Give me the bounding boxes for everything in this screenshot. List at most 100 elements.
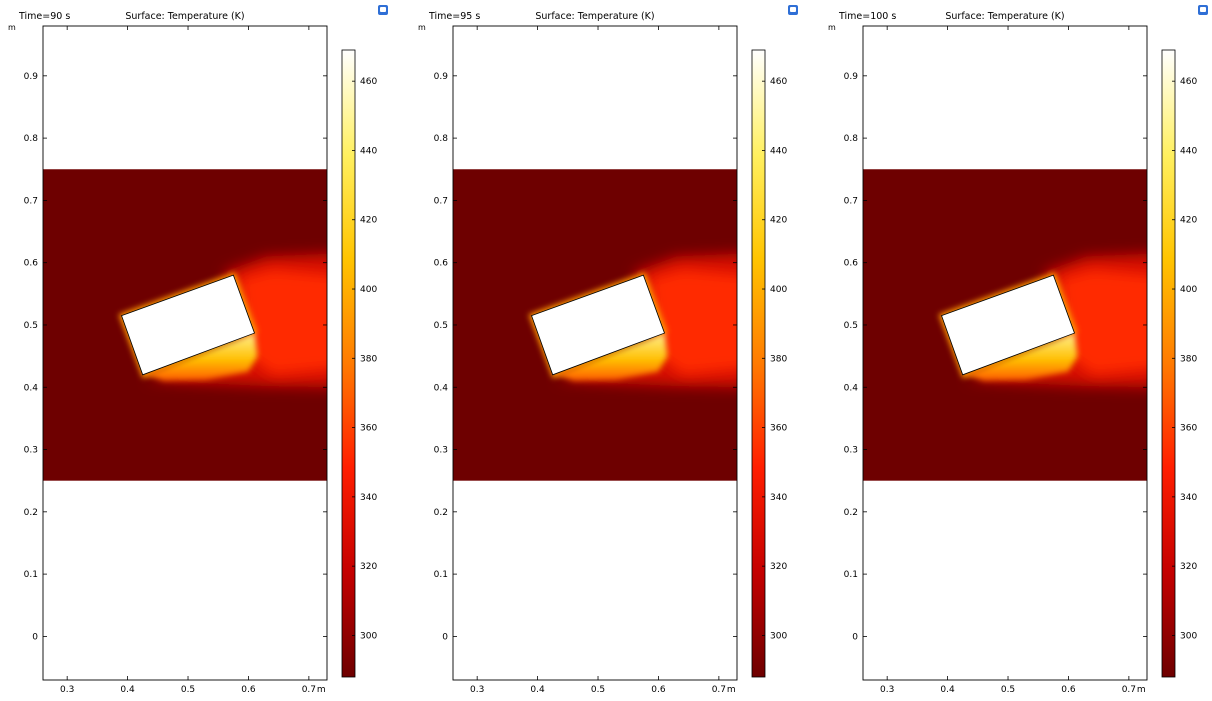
y-tick-label: 0.6 [844, 259, 859, 269]
colorbar-tick-label: 440 [770, 146, 787, 156]
y-tick-label: 0.6 [434, 259, 449, 269]
colorbar-tick-label: 460 [770, 77, 787, 87]
x-unit-label: m [1137, 685, 1146, 695]
time-label: Time=90 s [18, 11, 70, 22]
colorbar-tick-label: 400 [1180, 285, 1197, 295]
y-tick-label: 0.8 [434, 134, 449, 144]
view-icon-screen [380, 7, 386, 12]
x-tick-label: 0.4 [120, 685, 135, 695]
colorbar-tick-label: 440 [1180, 146, 1197, 156]
y-tick-label: 0.1 [24, 570, 38, 580]
colorbar-tick-label: 420 [1180, 216, 1197, 226]
x-tick-label: 0.5 [1001, 685, 1015, 695]
colorbar-tick-label: 340 [1180, 493, 1197, 503]
y-tick-label: 0.4 [844, 383, 859, 393]
colorbar-tick-label: 300 [1180, 631, 1197, 641]
y-tick-label: 0.9 [434, 72, 449, 82]
colorbar-tick-label: 420 [360, 216, 377, 226]
hot-wake-region [145, 333, 258, 382]
x-tick-label: 0.5 [181, 685, 195, 695]
colorbar-tick-label: 400 [360, 285, 377, 295]
colorbar-tick-label: 360 [770, 424, 787, 434]
x-tick-label: 0.3 [880, 685, 894, 695]
y-tick-label: 0.9 [24, 72, 39, 82]
colorbar-tick-label: 320 [360, 562, 377, 572]
y-tick-label: 0 [442, 632, 448, 642]
x-tick-label: 0.7 [302, 685, 316, 695]
x-tick-label: 0.4 [530, 685, 545, 695]
view-icon [1198, 5, 1208, 15]
colorbar-tick-label: 460 [360, 77, 377, 87]
x-unit-label: m [317, 685, 326, 695]
colorbar [341, 49, 356, 678]
y-tick-label: 0 [852, 632, 858, 642]
y-tick-label: 0.3 [434, 446, 448, 456]
colorbar-tick-label: 440 [360, 146, 377, 156]
y-tick-label: 0.4 [434, 383, 449, 393]
y-tick-label: 0.8 [844, 134, 859, 144]
y-tick-label: 0.9 [844, 72, 859, 82]
plot-frame [42, 25, 328, 681]
plot-title: Surface: Temperature (K) [125, 11, 244, 22]
x-tick-label: 0.4 [940, 685, 955, 695]
colorbar-tick-label: 420 [770, 216, 787, 226]
colorbar-tick-label: 340 [770, 493, 787, 503]
colorbar-tick-label: 360 [1180, 424, 1197, 434]
wake-plume-core [1059, 268, 1147, 375]
y-tick-label: 0.7 [24, 196, 38, 206]
x-tick-label: 0.5 [591, 685, 605, 695]
x-unit-label: m [727, 685, 736, 695]
colorbar-tick-label: 320 [770, 562, 787, 572]
time-label: Time=95 s [428, 11, 480, 22]
y-tick-label: 0.7 [844, 196, 858, 206]
y-tick-label: 0.1 [434, 570, 448, 580]
plot-panel-1: 0.3 0.4 0.5 0.6 0.7 m00.10.20.30.40.50.60.70.… [8, 5, 388, 695]
y-tick-label: 0.8 [24, 134, 39, 144]
obstacle-block [531, 274, 666, 376]
colorbar-tick-label: 320 [1180, 562, 1197, 572]
hot-wake-region [965, 333, 1078, 382]
y-unit-label: m [8, 23, 16, 32]
y-tick-label: 0.5 [844, 321, 858, 331]
x-tick-label: 0.3 [470, 685, 484, 695]
time-label: Time=100 s [838, 11, 896, 22]
colorbar [1161, 49, 1176, 678]
colorbar-tick-label: 380 [770, 354, 787, 364]
x-tick-label: 0.3 [60, 685, 74, 695]
y-tick-label: 0.1 [844, 570, 858, 580]
view-icon-screen [1200, 7, 1206, 12]
obstacle-block [121, 274, 256, 376]
view-icon [788, 5, 798, 15]
y-tick-label: 0.2 [844, 508, 858, 518]
wake-plume-core [649, 268, 737, 375]
colorbar-tick-label: 300 [770, 631, 787, 641]
obstacle-block [941, 274, 1076, 376]
colorbar-tick-label: 300 [360, 631, 377, 641]
x-tick-label: 0.6 [241, 685, 256, 695]
colorbar-tick-label: 460 [1180, 77, 1197, 87]
x-tick-label: 0.7 [1122, 685, 1136, 695]
colorbar-tick-label: 400 [770, 285, 787, 295]
plot-frame [862, 25, 1148, 681]
view-icon [378, 5, 388, 15]
y-tick-label: 0.2 [434, 508, 448, 518]
x-tick-label: 0.6 [651, 685, 666, 695]
y-tick-label: 0.3 [24, 446, 38, 456]
plot-panel-2: 0.3 0.4 0.5 0.6 0.7 m00.10.20.30.40.50.60.70.… [418, 5, 798, 695]
plot-title: Surface: Temperature (K) [945, 11, 1064, 22]
x-tick-label: 0.7 [712, 685, 726, 695]
y-tick-label: 0 [32, 632, 38, 642]
colorbar-tick-label: 380 [360, 354, 377, 364]
y-tick-label: 0.5 [434, 321, 448, 331]
hot-wake-region [555, 333, 668, 382]
y-tick-label: 0.2 [24, 508, 38, 518]
colorbar-tick-label: 340 [360, 493, 377, 503]
y-tick-label: 0.4 [24, 383, 39, 393]
y-unit-label: m [418, 23, 426, 32]
y-tick-label: 0.7 [434, 196, 448, 206]
plot-title: Surface: Temperature (K) [535, 11, 654, 22]
colorbar-tick-label: 360 [360, 424, 377, 434]
y-tick-label: 0.5 [24, 321, 38, 331]
